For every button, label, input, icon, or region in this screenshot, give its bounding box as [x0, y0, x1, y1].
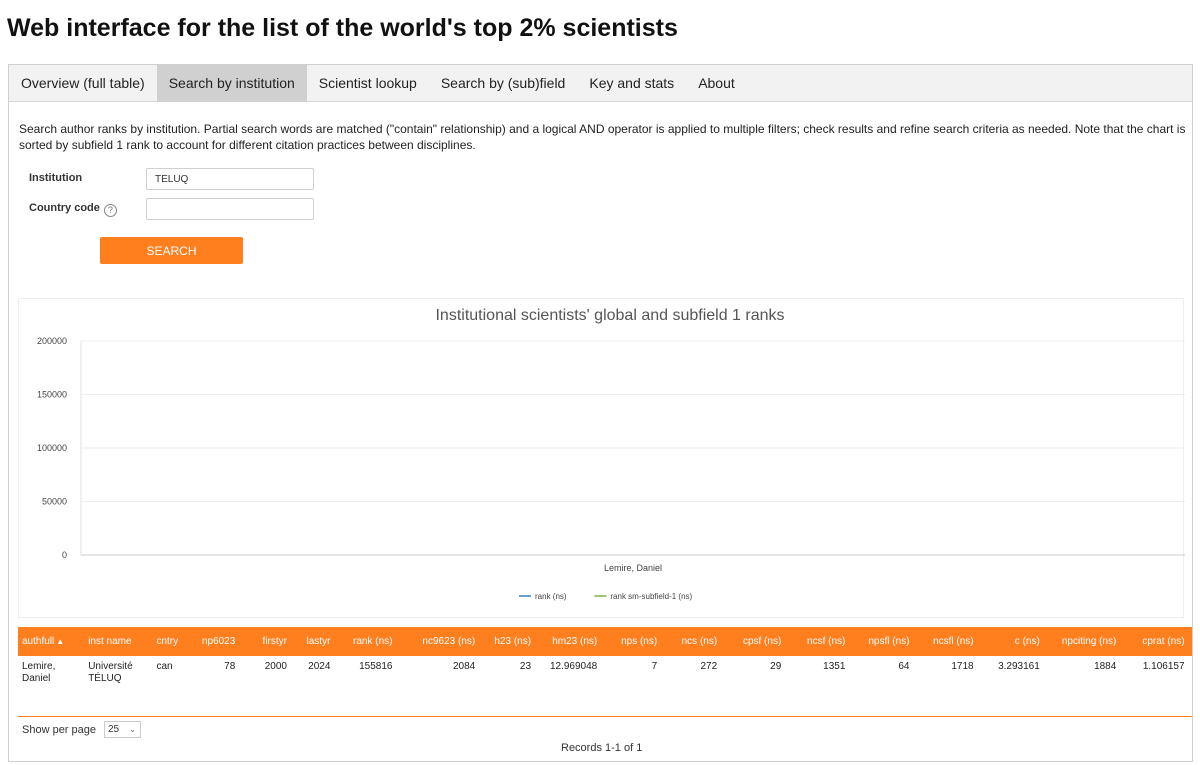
y-tick-label: 50000	[42, 497, 67, 507]
tab-bar: Overview (full table) Search by institut…	[9, 65, 1192, 102]
country-code-label: Country code?	[29, 202, 117, 217]
column-header-cprat[interactable]: cprat (ns)	[1142, 636, 1185, 647]
y-tick-label: 200000	[37, 336, 67, 346]
column-header-authfull[interactable]: authfull ▲	[18, 627, 84, 656]
cell-authfull: Lemire, Daniel	[22, 661, 56, 684]
cell-inst-name: Université TÉLUQ	[88, 661, 133, 684]
results-table: authfull ▲ inst name cntry np6023 firstyr…	[18, 627, 1192, 685]
cell-ncsf: 1351	[823, 661, 846, 672]
tab-overview[interactable]: Overview (full table)	[21, 75, 145, 91]
column-header-hm23[interactable]: hm23 (ns)	[552, 636, 598, 647]
cell-nc9623: 2084	[452, 661, 476, 672]
column-header-nps[interactable]: nps (ns)	[621, 636, 658, 647]
institution-input[interactable]	[146, 168, 314, 190]
column-header-ncs[interactable]: ncs (ns)	[681, 636, 718, 647]
app-frame: Overview (full table) Search by institut…	[8, 64, 1193, 762]
legend-label: rank (ns)	[535, 592, 567, 601]
tab-key-and-stats[interactable]: Key and stats	[589, 75, 675, 91]
column-header-rank[interactable]: rank (ns)	[353, 636, 393, 647]
cell-npciting: 1884	[1094, 661, 1117, 672]
column-header-inst-name[interactable]: inst name	[88, 636, 132, 647]
table-row: Lemire, Daniel Université TÉLUQ can 78 2…	[18, 656, 1192, 685]
y-tick-label: 100000	[37, 443, 67, 453]
per-page-value: 25	[108, 724, 120, 735]
country-code-label-text: Country code	[29, 202, 100, 214]
page-title: Web interface for the list of the world'…	[7, 14, 678, 42]
tab-scientist-lookup[interactable]: Scientist lookup	[318, 75, 417, 91]
results-table-wrapper: authfull ▲ inst name cntry np6023 firstyr…	[18, 627, 1192, 717]
search-button[interactable]: SEARCH	[100, 237, 243, 264]
column-header-label: authfull	[22, 636, 55, 647]
rank-chart-svg: Institutional scientists' global and sub…	[37, 307, 1185, 601]
column-header-cntry[interactable]: cntry	[156, 636, 179, 647]
country-code-input[interactable]	[146, 198, 314, 220]
cell-firstyr: 2000	[264, 661, 287, 672]
column-header-npciting[interactable]: npciting (ns)	[1061, 636, 1117, 647]
column-header-c[interactable]: c (ns)	[1014, 636, 1040, 647]
cell-cpsf: 29	[770, 661, 782, 672]
column-header-ncsf[interactable]: ncsf (ns)	[807, 636, 846, 647]
column-header-cpsf[interactable]: cpsf (ns)	[742, 636, 782, 647]
column-header-npsfl[interactable]: npsfl (ns)	[868, 636, 910, 647]
cell-np6023-extra	[1189, 656, 1192, 685]
search-description: Search author ranks by institution. Part…	[19, 122, 1186, 152]
y-tick-label: 150000	[37, 390, 67, 400]
per-page-control: Show per page 25 ⌄	[22, 721, 141, 738]
per-page-select[interactable]: 25 ⌄	[104, 721, 141, 738]
cell-cntry: can	[156, 661, 173, 672]
cell-c: 3.293161	[998, 661, 1040, 672]
y-tick-label: 0	[62, 550, 67, 560]
column-header-lastyr[interactable]: lastyr	[306, 636, 331, 647]
records-count: Records 1-1 of 1	[561, 742, 643, 754]
cell-ncsfl: 1718	[951, 661, 974, 672]
cell-rank: 155816	[359, 661, 393, 672]
chart-title: Institutional scientists' global and sub…	[435, 307, 784, 324]
rank-chart: Institutional scientists' global and sub…	[18, 298, 1185, 618]
cell-npsfl: 64	[898, 661, 910, 672]
cell-ncs: 272	[700, 661, 718, 672]
per-page-label: Show per page	[22, 723, 96, 736]
column-header-ncsfl[interactable]: ncsfl (ns)	[933, 636, 974, 647]
column-header-np6023-extra[interactable]: np6023	[1189, 627, 1192, 656]
institution-label: Institution	[29, 172, 83, 184]
chevron-down-icon: ⌄	[129, 725, 136, 734]
x-category-label: Lemire, Daniel	[604, 563, 662, 573]
help-icon[interactable]: ?	[103, 204, 117, 217]
column-header-nc9623[interactable]: nc9623 (ns)	[422, 636, 476, 647]
cell-hm23: 12.969048	[549, 661, 598, 672]
column-header-h23[interactable]: h23 (ns)	[494, 636, 532, 647]
tab-about[interactable]: About	[698, 75, 735, 91]
cell-np6023: 78	[224, 661, 236, 672]
cell-h23: 23	[519, 661, 532, 672]
tab-search-by-institution[interactable]: Search by institution	[156, 65, 307, 102]
cell-cprat: 1.106157	[1142, 661, 1185, 672]
tab-search-by-subfield[interactable]: Search by (sub)field	[440, 75, 566, 91]
cell-nps: 7	[651, 661, 658, 672]
cell-lastyr: 2024	[308, 661, 331, 672]
column-header-np6023[interactable]: np6023	[201, 636, 236, 647]
sort-ascending-icon: ▲	[56, 637, 65, 646]
column-header-firstyr[interactable]: firstyr	[262, 636, 287, 647]
table-header-row: authfull ▲ inst name cntry np6023 firstyr…	[18, 627, 1192, 656]
legend-label: rank sm-subfield-1 (ns)	[610, 592, 692, 601]
